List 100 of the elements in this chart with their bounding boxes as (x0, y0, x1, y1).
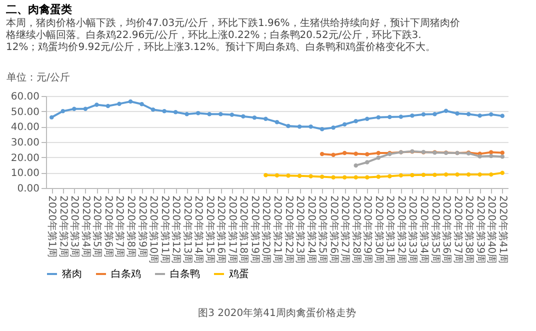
x-tick-label: 2020年第30周 (372, 196, 385, 264)
x-tick-label: 2020年第17周 (226, 196, 238, 264)
point (455, 111, 460, 116)
chart-subtitle: 本周，猪肉价格小幅下跌，均价47.03元/公斤，环比下跌1.96%，生猪供给持续向好，预计下周猪肉价格继续小幅回落。白条鸡22.96元/公斤，环比上涨0.22%；白条鸭20.52元/公斤，环比下跌3.12%；鸡蛋均价9.92元/公斤，环比上涨3.12%。预计下周白条鸡、白条鸭和鸡蛋价格变化不大。 (5, 17, 460, 53)
point (117, 102, 122, 106)
point (478, 154, 482, 159)
point (432, 112, 437, 116)
x-tick-label: 2020年第29周 (362, 196, 374, 264)
x-tick-label: 2020年第15周 (204, 196, 216, 264)
x-tick-label: 2020年第27周 (339, 196, 352, 264)
point (354, 152, 358, 156)
x-tick-label: 2020年第6周 (102, 196, 114, 258)
x-tick-label: 2020年第34周 (418, 196, 430, 264)
caption: 图3 2020年第41周肉禽蛋价格走势 (198, 307, 356, 319)
x-tick-label: 2020年第14周 (192, 196, 205, 264)
x-tick-label: 2020年第18周 (238, 196, 250, 264)
x-tick-label: 2020年第7周 (114, 196, 126, 258)
point (173, 110, 178, 114)
x-tick-label: 2020年第23周 (294, 196, 306, 264)
point (444, 172, 448, 177)
point (286, 124, 290, 128)
legend-label: 白条鸡 (111, 268, 141, 280)
point (376, 115, 381, 120)
legend-label: 鸡蛋 (228, 268, 249, 280)
point (342, 175, 347, 180)
y-tick-label: 20.00 (10, 152, 40, 164)
point (50, 115, 54, 120)
point (376, 174, 381, 179)
point (207, 112, 212, 116)
x-tick-label: 2020年第20周 (260, 196, 272, 264)
point (466, 172, 471, 177)
x-tick-label: 2020年第41周 (496, 196, 509, 264)
point (398, 173, 404, 178)
point (72, 106, 76, 111)
point (308, 174, 313, 178)
point (297, 124, 302, 129)
point (162, 109, 166, 114)
point (466, 112, 471, 116)
x-tick-label: 2020年第22周 (282, 196, 295, 264)
point (365, 116, 370, 121)
point (241, 114, 246, 119)
y-tick-label: 30.00 (10, 138, 40, 148)
x-tick-label: 2020年第8周 (125, 196, 138, 258)
point (308, 124, 313, 129)
x-tick-label: 2020年第32周 (395, 196, 408, 264)
point (365, 152, 370, 156)
point (410, 114, 414, 118)
point (218, 112, 223, 116)
legend-label: 白条鸭 (170, 268, 200, 280)
point (140, 102, 144, 106)
x-tick-label: 2020年第13周 (181, 196, 194, 264)
x-tick-label: 2020年第4周 (80, 196, 92, 258)
point (252, 116, 257, 120)
point (410, 173, 414, 178)
legend-label: 猪肉 (62, 268, 82, 280)
point (331, 175, 336, 180)
x-tick-label: 2020年第39周 (474, 196, 486, 264)
point (376, 150, 381, 156)
point (320, 127, 324, 132)
point (196, 111, 200, 116)
x-tick-label: 2020年第25周 (316, 196, 329, 264)
y-tick-label: 40.00 (10, 122, 40, 134)
point (488, 154, 494, 158)
point (398, 114, 404, 119)
point (488, 172, 494, 177)
point (264, 173, 268, 178)
point (60, 109, 66, 114)
point (376, 156, 381, 160)
x-tick-label: 2020年第10周 (148, 196, 160, 264)
y-tick-label: 50.00 (10, 106, 40, 118)
point (264, 116, 268, 121)
x-tick-label: 2020年第21周 (272, 196, 284, 264)
point (342, 150, 347, 156)
x-tick-label: 2020年第38周 (463, 196, 476, 264)
point (230, 112, 234, 117)
point (342, 122, 347, 126)
x-tick-label: 2020年第28周 (350, 196, 362, 264)
point (83, 106, 88, 111)
point (94, 102, 99, 107)
x-tick-label: 2020年第5周 (91, 196, 104, 258)
x-tick-label: 2020年第24周 (305, 196, 318, 264)
x-tick-label: 2020年第36周 (440, 196, 453, 264)
point (488, 112, 494, 117)
y-tick-label: 60.00 (10, 92, 40, 102)
y-tick-label: 0.00 (17, 184, 40, 194)
x-tick-label: 2020年第26周 (328, 196, 340, 264)
x-tick-label: 2020年第2周 (57, 196, 70, 258)
point (320, 152, 324, 156)
chart-title: 二、肉禽蛋类 (6, 3, 72, 16)
x-tick-label: 2020年第35周 (429, 196, 442, 264)
point (500, 170, 504, 175)
x-tick-label: 2020年第16周 (215, 196, 228, 264)
y-axis-title: 单位：元/公斤 (6, 72, 70, 84)
point (478, 114, 482, 118)
point (500, 154, 504, 159)
x-tick-label: 2020年第37周 (452, 196, 464, 264)
point (354, 119, 358, 124)
x-tick-label: 2020年第11周 (158, 196, 171, 264)
point (444, 108, 448, 113)
point (128, 99, 133, 104)
